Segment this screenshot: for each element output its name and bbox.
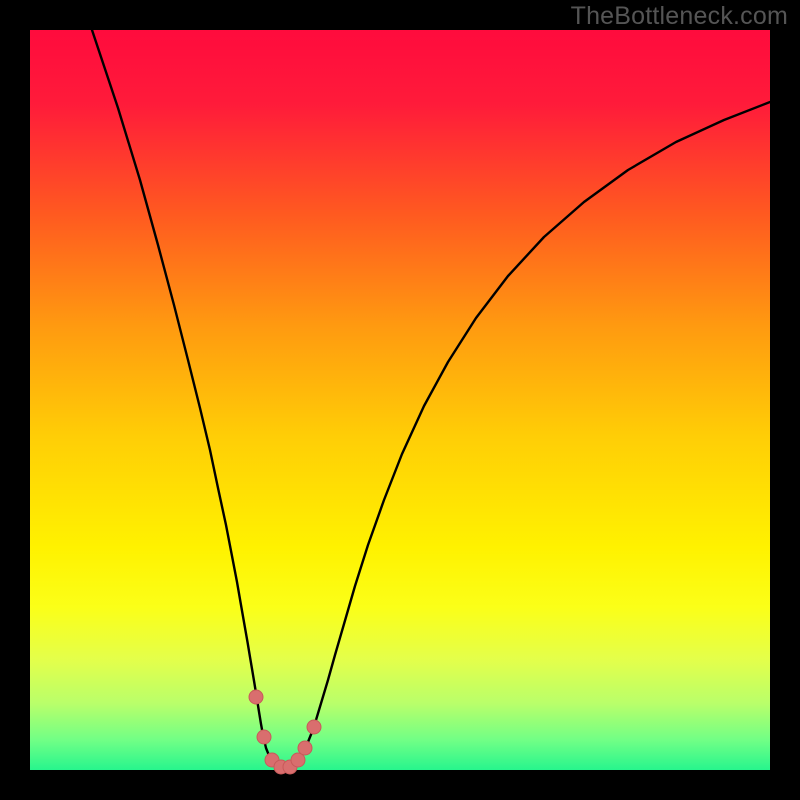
bottleneck-curve-chart <box>0 0 800 800</box>
gradient-background <box>30 30 770 770</box>
chart-container: { "watermark": { "text": "TheBottleneck.… <box>0 0 800 800</box>
watermark-text: TheBottleneck.com <box>571 2 788 31</box>
marker-dot <box>307 720 321 734</box>
marker-dot <box>298 741 312 755</box>
marker-dot <box>257 730 271 744</box>
marker-dot <box>249 690 263 704</box>
